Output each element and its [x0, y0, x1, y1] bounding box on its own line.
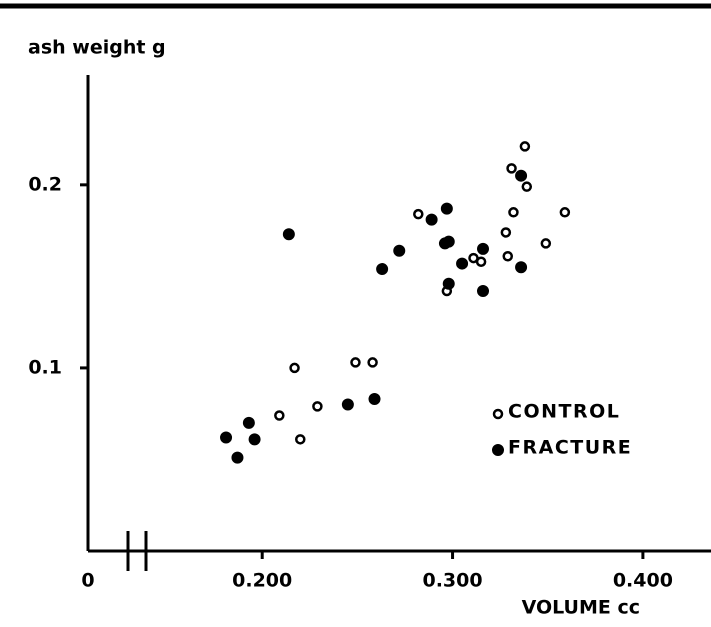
data-point — [515, 169, 528, 182]
data-point — [521, 181, 533, 192]
data-point — [350, 357, 361, 368]
x-tick-label: 0.300 — [422, 570, 482, 592]
x-tick-label: 0.400 — [613, 570, 673, 592]
legend-marker — [492, 408, 504, 420]
data-point — [282, 228, 295, 241]
data-point — [425, 213, 438, 226]
data-point — [312, 401, 323, 412]
data-point — [456, 257, 469, 270]
data-point — [477, 242, 490, 255]
data-point — [442, 277, 455, 290]
data-point — [248, 433, 261, 446]
legend-label: CONTROL — [508, 401, 620, 423]
legend-marker — [492, 444, 504, 456]
data-point — [368, 393, 381, 406]
data-point — [231, 451, 244, 464]
data-point — [274, 410, 285, 421]
data-point — [502, 250, 514, 262]
y-axis-label: ash weight g — [28, 37, 166, 59]
data-point — [506, 163, 517, 174]
x-axis-label: VOLUME cc — [522, 597, 640, 619]
x-tick-label: 0 — [81, 570, 94, 592]
data-point — [519, 141, 531, 152]
data-point — [341, 398, 354, 411]
y-tick-label: 0.1 — [28, 356, 62, 378]
data-point — [559, 207, 571, 218]
legend-label: FRACTURE — [508, 437, 632, 459]
data-point — [515, 261, 528, 274]
data-point — [440, 202, 453, 215]
data-point — [508, 207, 519, 218]
data-point — [220, 431, 233, 444]
data-point — [376, 263, 389, 276]
data-point — [540, 238, 552, 249]
y-tick-label: 0.2 — [28, 173, 62, 195]
data-point — [500, 227, 512, 238]
data-point — [475, 256, 487, 267]
data-point — [442, 235, 455, 248]
data-point — [477, 285, 490, 298]
data-point — [367, 357, 378, 368]
data-point — [242, 416, 255, 429]
data-point — [295, 434, 306, 445]
data-point — [289, 362, 300, 374]
data-point — [393, 244, 406, 257]
data-point — [413, 208, 424, 220]
x-tick-label: 0.200 — [232, 570, 292, 592]
